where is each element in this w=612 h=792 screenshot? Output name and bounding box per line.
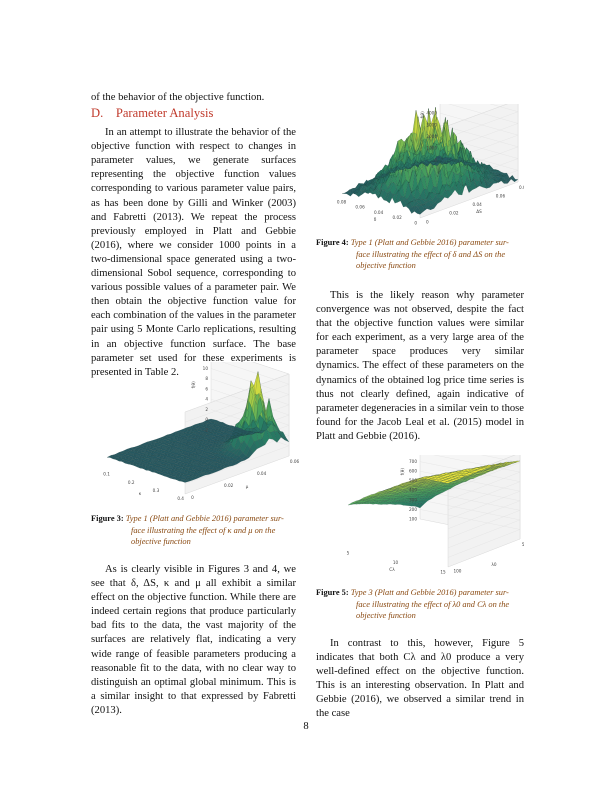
- figure-label: Figure 5:: [316, 588, 349, 597]
- figure-3-plot: 14121086420-2f(θ)× 10⁴0.10.20.30.4κ00.02…: [91, 362, 303, 510]
- grid-line: [419, 480, 521, 529]
- paragraph: As is clearly visible in Figures 3 and 4…: [91, 564, 296, 716]
- z-tick-label: 2000: [426, 134, 437, 139]
- paragraph: In contrast to this, however, Figure 5 i…: [316, 638, 524, 720]
- z-tick-label: 600: [409, 469, 417, 474]
- paragraph: This is the likely reason why parameter …: [316, 290, 524, 442]
- z-tick-label: 400: [409, 488, 417, 493]
- z-tick-label: 1000: [426, 146, 437, 151]
- z-tick-label: -2: [204, 427, 209, 432]
- z-tick-label: 4: [205, 397, 208, 402]
- caption-text: Type 1 (Platt and Gebbie 2016) parameter…: [350, 238, 509, 247]
- caption-text: face illustrating the effect of δ and ΔS…: [356, 249, 506, 259]
- x-tick-label: 0: [414, 220, 417, 225]
- x-tick-label: 0.04: [374, 210, 384, 215]
- right-column-lower: In contrast to this, however, Figure 5 i…: [316, 637, 524, 722]
- z-tick-label: 8: [205, 376, 208, 381]
- figure-4-plot: 70006000500040003000200010000f(θ)0.080.0…: [318, 104, 524, 230]
- y-tick-label: 0.02: [224, 483, 234, 488]
- left-column-lower: As is clearly visible in Figures 3 and 4…: [91, 563, 296, 718]
- z-tick-label: 300: [409, 497, 417, 502]
- grid-line: [184, 362, 290, 413]
- y-tick-label: 100: [453, 568, 461, 573]
- x-axis-label: Cλ: [389, 567, 395, 572]
- y-axis-label: μ: [246, 484, 249, 489]
- figure-5-caption: Figure 5: Type 3 (Platt and Gebbie 2016)…: [316, 587, 526, 622]
- x-tick-label: 0.02: [392, 215, 402, 220]
- surface-facet: [106, 455, 115, 458]
- grid-line: [419, 104, 508, 137]
- x-tick-label: 0.1: [103, 472, 110, 477]
- z-tick-label: 3000: [426, 122, 437, 127]
- z-tick-label: 0: [205, 417, 208, 422]
- z-axis-label: f(θ): [400, 468, 405, 476]
- x-tick-label: 0.08: [337, 199, 347, 204]
- caption-text: Type 3 (Platt and Gebbie 2016) parameter…: [350, 588, 509, 597]
- z-tick-label: 6: [205, 386, 208, 391]
- surface-facet: [347, 502, 355, 506]
- y-tick-label: 0.02: [449, 211, 459, 216]
- grid-line: [447, 455, 521, 491]
- figure-label: Figure 3:: [91, 514, 124, 523]
- section-heading: D. Parameter Analysis: [91, 106, 214, 121]
- caption-text: Type 1 (Platt and Gebbie 2016) parameter…: [125, 514, 284, 523]
- page-number: 8: [303, 721, 309, 732]
- grid-line: [433, 455, 521, 501]
- x-tick-label: 0.4: [177, 496, 184, 501]
- y-tick-label: 0: [426, 219, 429, 224]
- figure-label: Figure 4:: [316, 238, 349, 247]
- x-tick-label: 0.3: [153, 488, 160, 493]
- figure-5-plot: 1000900800700600500400300200100f(θ)51015…: [318, 455, 524, 583]
- caption-text: face illustrating the effect of λ0 and C…: [356, 599, 510, 609]
- x-tick-label: 10: [393, 560, 399, 565]
- left-column: of the behavior of the objective functio…: [91, 91, 296, 380]
- z-tick-label: 100: [409, 516, 417, 521]
- x-tick-label: 0.06: [355, 205, 365, 210]
- figure-3-caption: Figure 3: Type 1 (Platt and Gebbie 2016)…: [91, 513, 301, 548]
- figure-4-caption: Figure 4: Type 1 (Platt and Gebbie 2016)…: [316, 237, 526, 272]
- grid-line: [419, 461, 521, 510]
- caption-text: objective function: [356, 261, 416, 270]
- x-tick-label: 15: [440, 569, 446, 574]
- surface-facet: [341, 191, 349, 194]
- intro-line: of the behavior of the objective functio…: [91, 92, 265, 103]
- y-axis-label: λ0: [491, 562, 496, 567]
- z-tick-label: 0: [434, 157, 437, 162]
- z-tick-label: 2: [205, 407, 208, 412]
- caption-text: objective function: [131, 537, 191, 546]
- x-axis-label: δ: [374, 217, 377, 222]
- x-tick-label: 5: [347, 550, 350, 555]
- y-tick-label: 0.06: [290, 459, 300, 464]
- y-tick-label: 0.08: [519, 185, 524, 190]
- x-tick-label: 0.2: [128, 480, 135, 485]
- z-axis-label: f(θ): [420, 111, 425, 119]
- caption-text: objective function: [356, 611, 416, 620]
- y-tick-label: 50: [522, 542, 524, 547]
- y-tick-label: 0.04: [257, 471, 267, 476]
- z-tick-label: 200: [409, 507, 417, 512]
- right-column: This is the likely reason why parameter …: [316, 289, 524, 444]
- grid-line: [419, 499, 521, 549]
- grid-line: [184, 368, 290, 433]
- y-tick-label: 0.04: [473, 202, 483, 207]
- paragraph: In an attempt to illustrate the behavior…: [91, 127, 296, 378]
- y-axis-label: ΔS: [476, 209, 482, 214]
- x-axis-label: κ: [139, 491, 142, 496]
- z-axis-label: f(θ): [191, 381, 196, 389]
- z-tick-label: 500: [409, 478, 417, 483]
- caption-text: face illustrating the effect of κ and μ …: [131, 525, 276, 535]
- y-tick-label: 0: [191, 495, 194, 500]
- grid-line: [419, 490, 521, 539]
- z-tick-label: 10: [203, 366, 209, 371]
- grid-line: [419, 509, 521, 558]
- z-tick-label: 700: [409, 459, 417, 464]
- grid-line: [184, 362, 290, 423]
- z-tick-label: 4000: [426, 111, 437, 116]
- y-tick-label: 0.06: [496, 194, 506, 199]
